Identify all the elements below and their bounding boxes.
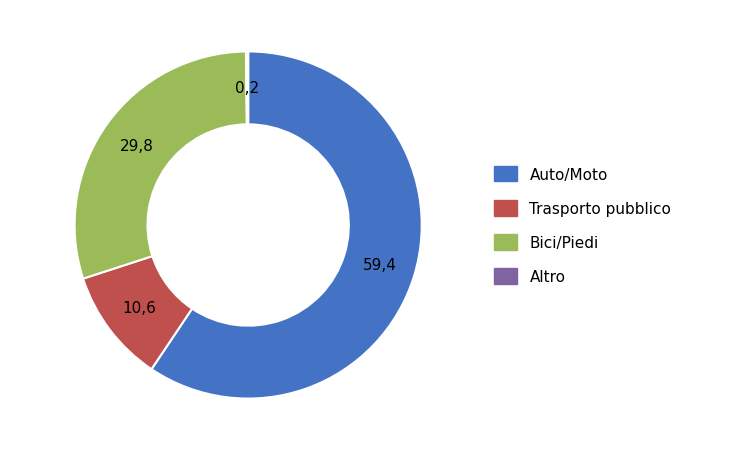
Text: 29,8: 29,8 — [120, 138, 153, 153]
Wedge shape — [246, 52, 248, 125]
Legend: Auto/Moto, Trasporto pubblico, Bici/Piedi, Altro: Auto/Moto, Trasporto pubblico, Bici/Pied… — [488, 160, 678, 291]
Wedge shape — [151, 52, 422, 399]
Wedge shape — [74, 52, 247, 279]
Text: 10,6: 10,6 — [122, 300, 156, 315]
Text: 59,4: 59,4 — [362, 258, 396, 273]
Text: 0,2: 0,2 — [235, 81, 259, 96]
Wedge shape — [83, 257, 192, 369]
